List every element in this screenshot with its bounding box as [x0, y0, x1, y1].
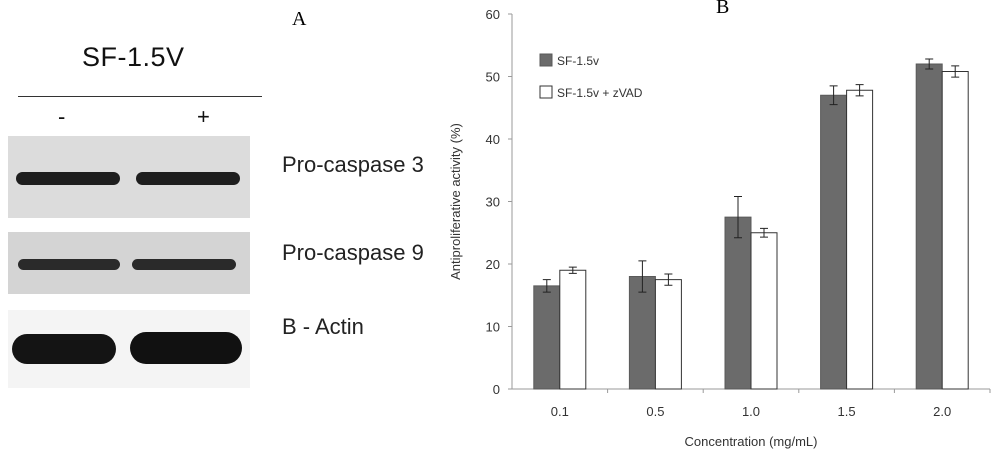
- bar-sf15v-zvad: [654, 279, 682, 390]
- bar-sf15v-zvad: [846, 89, 874, 390]
- antiproliferative-bar-chart: 0 10 20 30 40 50 60 Antiproliferative activity …: [448, 7, 991, 449]
- x-tick-label: 1.5: [838, 404, 856, 419]
- bar-sf15v-zvad: [941, 71, 969, 390]
- x-axis-title: Concentration (mg/mL): [685, 434, 818, 449]
- x-tick-label: 0.1: [551, 404, 569, 419]
- y-axis-title: Antiproliferative activity (%): [448, 123, 463, 280]
- lane-plus-label: +: [197, 104, 210, 129]
- blot-treatment-label: SF-1.5V: [82, 42, 185, 72]
- bar-sf15v: [820, 94, 848, 390]
- bar-sf15v-zvad: [750, 232, 778, 390]
- bar-sf15v: [724, 216, 752, 390]
- legend-swatch: [539, 53, 553, 67]
- y-tick-label: 40: [486, 132, 500, 147]
- band-caspase3-minus: [16, 172, 120, 185]
- band-caspase3-plus: [136, 172, 240, 185]
- y-tick-label: 30: [486, 195, 500, 210]
- y-tick-label: 0: [493, 382, 500, 397]
- label-pro-caspase-3: Pro-caspase 3: [282, 152, 424, 177]
- lane-minus-label: -: [58, 104, 66, 129]
- x-tick-label: 2.0: [933, 404, 951, 419]
- legend-label: SF-1.5v: [557, 54, 599, 68]
- bar-sf15v-zvad: [559, 269, 587, 390]
- panel-a-label: A: [292, 8, 307, 30]
- panel-b-label: B: [716, 0, 730, 18]
- blot-b-actin: [8, 310, 250, 388]
- label-b-actin: B - Actin: [282, 314, 364, 339]
- blot-header-divider: [18, 96, 262, 97]
- band-caspase9-plus: [132, 259, 236, 270]
- band-caspase9-minus: [18, 259, 120, 270]
- legend-swatch: [539, 85, 553, 99]
- band-actin-plus: [130, 332, 242, 364]
- bar-sf15v: [628, 276, 656, 390]
- bar-sf15v: [915, 63, 943, 390]
- label-pro-caspase-9: Pro-caspase 9: [282, 240, 424, 265]
- x-tick-label: 1.0: [742, 404, 760, 419]
- y-tick-label: 10: [486, 320, 500, 335]
- blot-pro-caspase-9: [8, 232, 250, 294]
- x-tick-label: 0.5: [646, 404, 664, 419]
- legend-label: SF-1.5v + zVAD: [557, 86, 643, 100]
- y-tick-label: 20: [486, 257, 500, 272]
- band-actin-minus: [12, 334, 116, 364]
- y-tick-label: 50: [486, 70, 500, 85]
- blot-pro-caspase-3: [8, 136, 250, 218]
- bar-sf15v: [533, 285, 561, 390]
- y-tick-label: 60: [486, 7, 500, 22]
